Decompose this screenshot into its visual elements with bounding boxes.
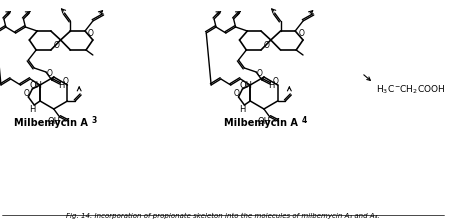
Text: OH: OH — [30, 81, 43, 89]
Text: 3: 3 — [92, 116, 97, 125]
Text: O: O — [47, 70, 53, 78]
Text: 4: 4 — [301, 116, 307, 125]
Text: O: O — [62, 78, 68, 87]
Text: Fig. 14. Incorporation of propionate skeleton into the molecules of milbemycin A: Fig. 14. Incorporation of propionate ske… — [66, 213, 379, 219]
Text: O: O — [23, 89, 29, 97]
Text: O: O — [257, 70, 263, 78]
Text: H: H — [239, 105, 245, 114]
Text: O: O — [272, 78, 278, 87]
Text: O: O — [88, 29, 94, 39]
Text: O: O — [298, 29, 303, 39]
Text: O: O — [233, 89, 239, 97]
Text: OH: OH — [47, 116, 60, 126]
Text: H$_3$C: H$_3$C — [375, 84, 394, 96]
Text: O: O — [54, 41, 60, 50]
Text: H: H — [268, 81, 274, 89]
Text: OH: OH — [257, 116, 270, 126]
Text: Milbemycin A: Milbemycin A — [223, 118, 297, 128]
Text: $^{-}$CH$_2$COOH: $^{-}$CH$_2$COOH — [393, 84, 444, 96]
Text: H: H — [29, 105, 35, 114]
Text: OH: OH — [239, 81, 252, 89]
Text: H: H — [58, 81, 65, 89]
Text: Milbemycin A: Milbemycin A — [14, 118, 87, 128]
Text: O: O — [263, 41, 269, 50]
